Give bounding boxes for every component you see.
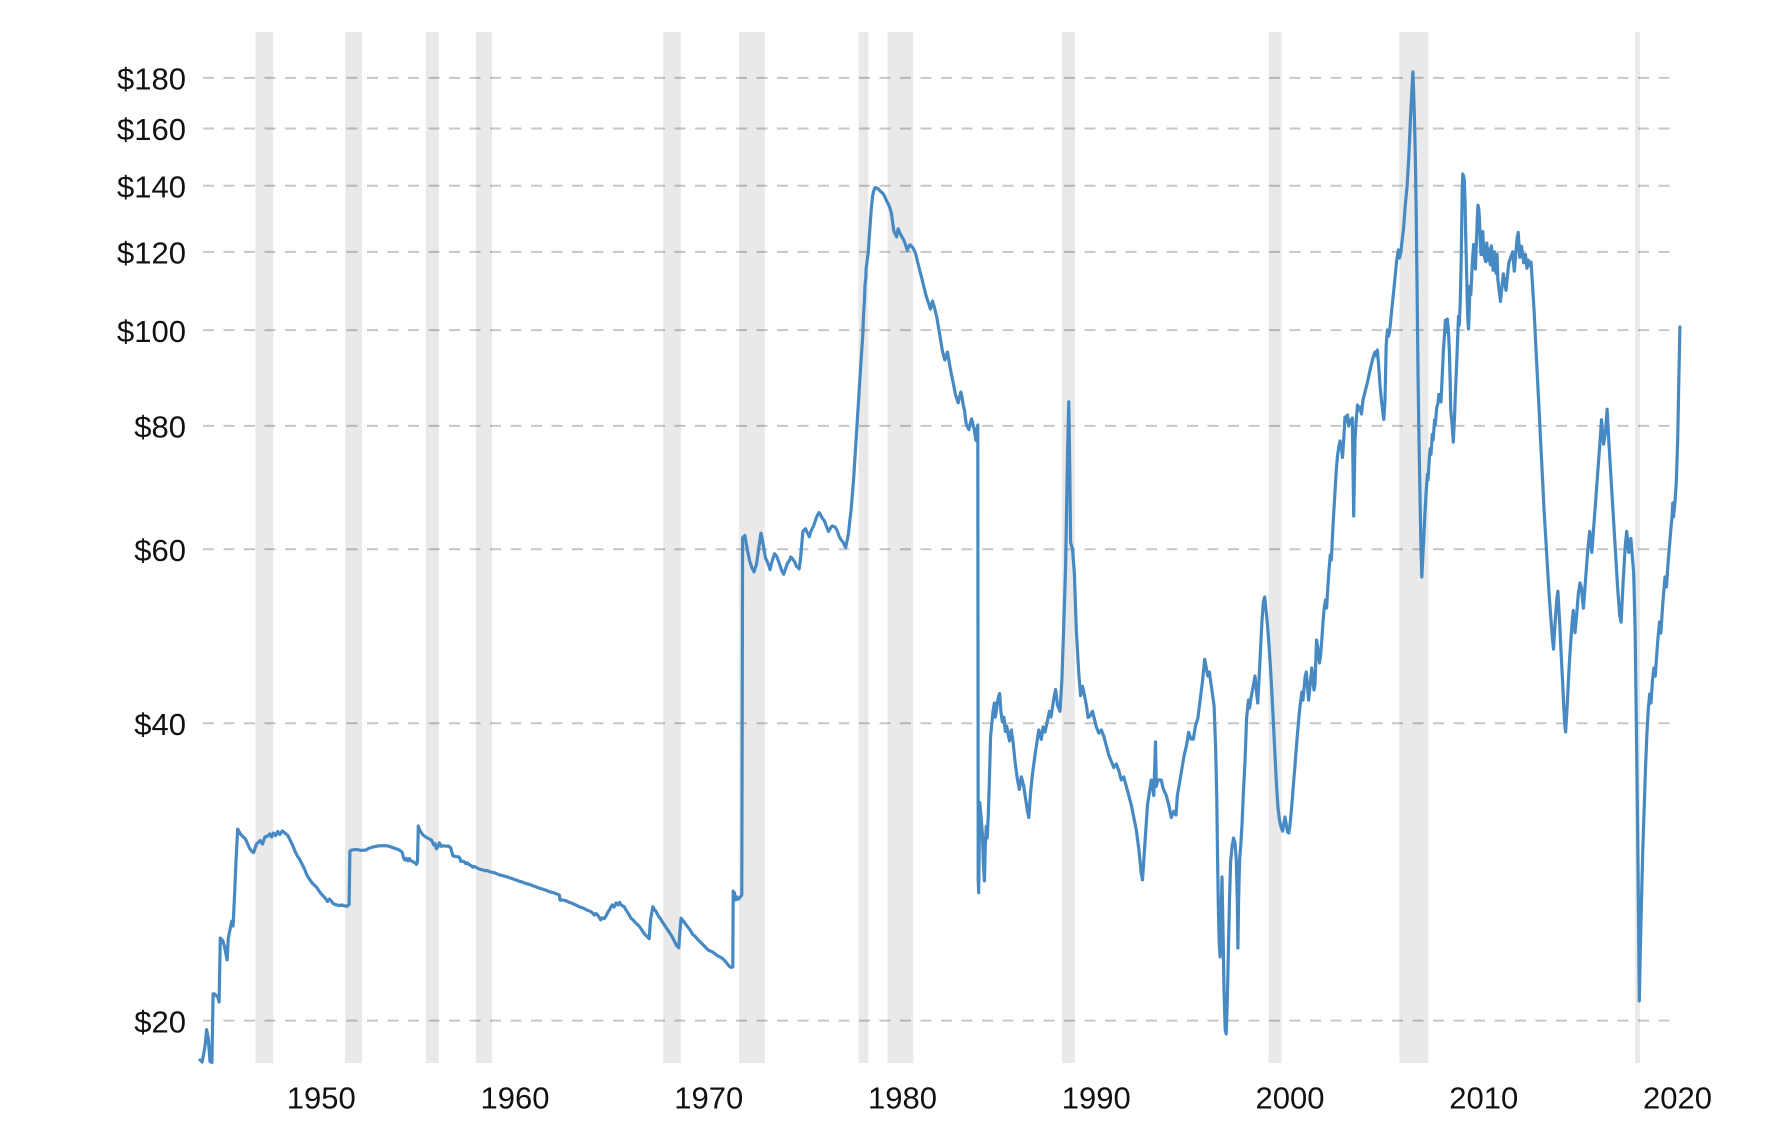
x-tick-label-2020: 2020: [1643, 1081, 1712, 1116]
y-axis-labels: $20 $40 $60 $80 $100 $120 $140 $160 $180: [117, 62, 186, 1040]
recession-band-4: [663, 32, 681, 1063]
price-line-crude-oil-price-inflation-adjusted: [198, 70, 1682, 1065]
x-axis-labels: 1950 1960 1970 1980 1990 2000 2010 2020: [287, 1081, 1712, 1116]
y-tick-label-100: $100: [117, 314, 186, 349]
recession-band-7: [887, 32, 914, 1063]
recession-band-0: [255, 32, 274, 1063]
recession-bands: [255, 32, 1640, 1063]
y-tick-label-140: $140: [117, 169, 186, 204]
recession-band-11: [1635, 32, 1640, 1063]
y-tick-label-180: $180: [117, 62, 186, 97]
y-tick-label-120: $120: [117, 236, 186, 271]
x-tick-label-2000: 2000: [1256, 1081, 1325, 1116]
recession-band-3: [475, 32, 493, 1063]
x-tick-label-1970: 1970: [674, 1081, 743, 1116]
x-tick-label-1990: 1990: [1062, 1081, 1131, 1116]
recession-band-9: [1268, 32, 1282, 1063]
y-tick-label-80: $80: [134, 410, 186, 445]
y-tick-label-40: $40: [134, 707, 186, 742]
recession-band-8: [1061, 32, 1075, 1063]
y-tick-label-160: $160: [117, 112, 186, 147]
y-tick-label-20: $20: [134, 1004, 186, 1039]
x-tick-label-2010: 2010: [1449, 1081, 1518, 1116]
y-tick-label-60: $60: [134, 533, 186, 568]
recession-band-1: [345, 32, 363, 1063]
x-tick-label-1950: 1950: [287, 1081, 356, 1116]
x-tick-label-1980: 1980: [868, 1081, 937, 1116]
recession-band-6: [858, 32, 869, 1063]
x-tick-label-1960: 1960: [481, 1081, 550, 1116]
recession-band-2: [425, 32, 439, 1063]
